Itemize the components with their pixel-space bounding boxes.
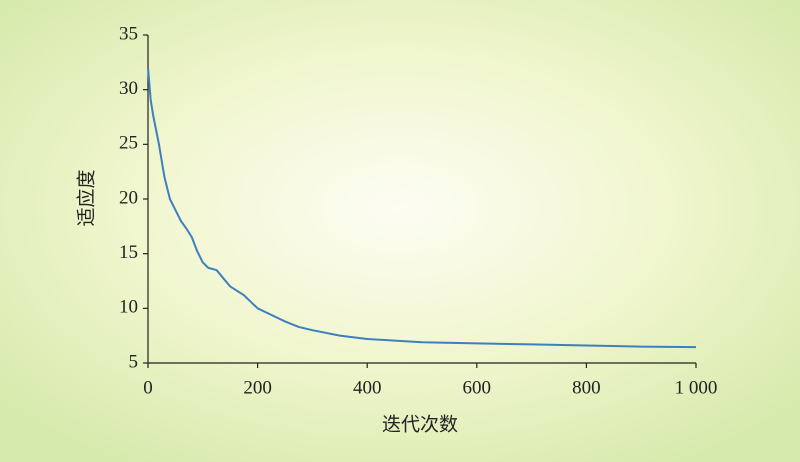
data-line: [147, 67, 697, 349]
y-tick-label: 25: [119, 133, 138, 154]
y-axis-label: 适应度: [75, 169, 97, 226]
y-tick-label: 5: [129, 351, 139, 372]
y-tick-label: 20: [119, 187, 138, 208]
x-tick-label: 200: [243, 377, 272, 398]
x-tick-label: 0: [143, 377, 153, 398]
y-tick-label: 35: [119, 23, 138, 44]
x-tick-label: 1 000: [675, 377, 718, 398]
x-tick-label: 600: [463, 377, 492, 398]
x-tick-label: 400: [353, 377, 382, 398]
x-tick-label: 800: [572, 377, 601, 398]
y-tick-label: 10: [119, 297, 138, 318]
x-axis-label: 迭代次数: [382, 413, 458, 435]
y-tick-label: 15: [119, 242, 138, 263]
y-tick-label: 30: [119, 78, 138, 99]
